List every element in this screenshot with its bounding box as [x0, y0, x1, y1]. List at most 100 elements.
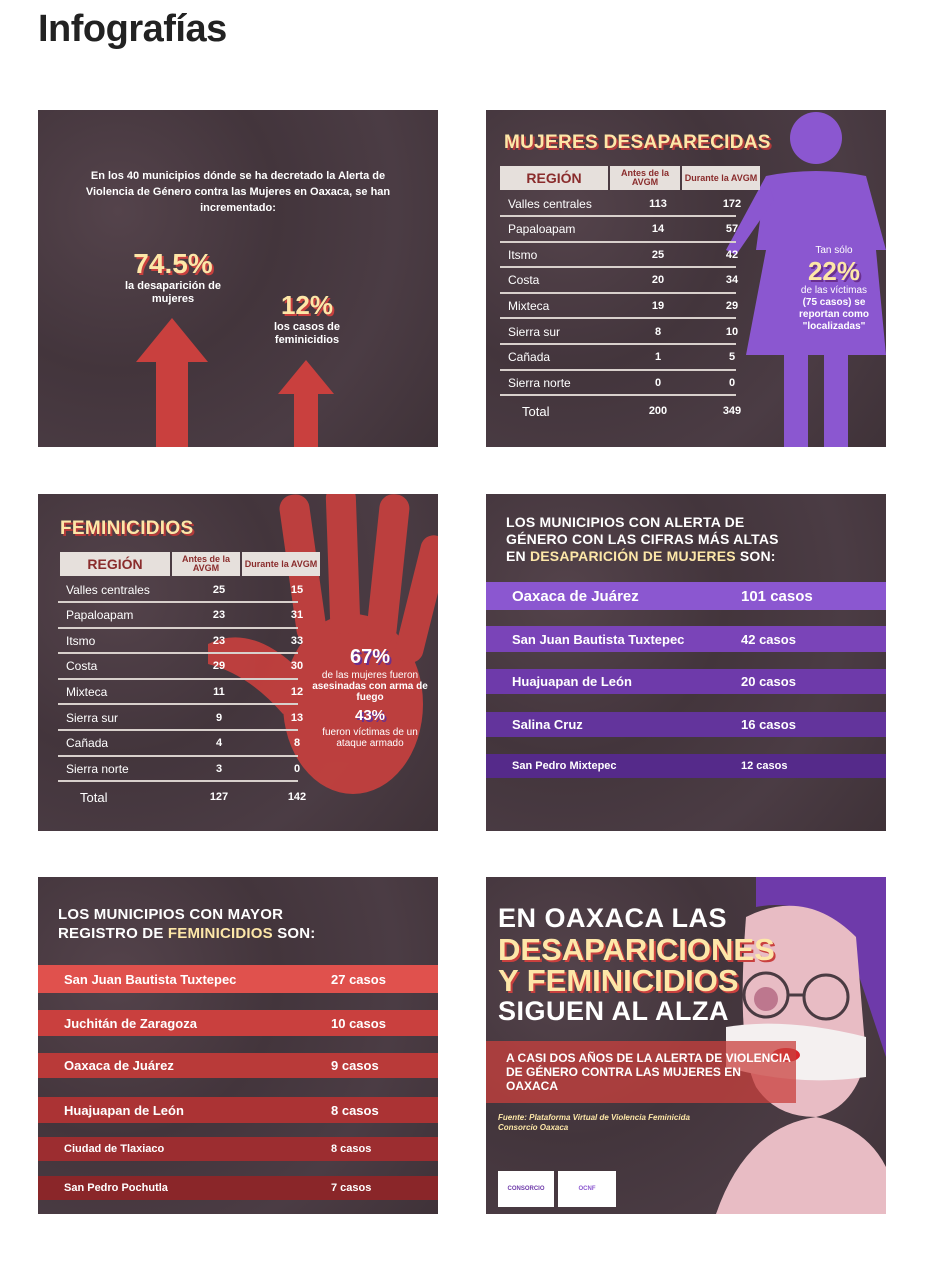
infographic-cover[interactable]: EN OAXACA LAS DESAPARICIONES Y FEMINICID… — [486, 877, 886, 1214]
firearm-percent: 67% — [349, 646, 391, 668]
total-before: 127 — [209, 791, 229, 804]
during-cell: 33 — [290, 634, 304, 647]
region-cell: Cañada — [508, 350, 551, 365]
stat-disappearances-label: la desaparición de mujeres — [125, 280, 221, 305]
stat-disappearances-value: 74.5% — [133, 248, 213, 279]
during-cell: 42 — [725, 248, 739, 261]
during-cell: 13 — [290, 711, 304, 724]
region-cell: Mixteca — [66, 684, 108, 699]
headline-line1: EN OAXACA LAS — [498, 903, 728, 933]
heading-line3-pre: EN — [506, 548, 530, 564]
stat-feminicides: 12% los casos de feminicidios — [260, 290, 354, 347]
region-cell: Sierra norte — [508, 375, 571, 390]
before-cell: 0 — [654, 376, 662, 389]
before-cell: 20 — [651, 274, 665, 287]
total-label: Total — [80, 789, 108, 805]
during-cell: 15 — [290, 583, 304, 596]
case-count: 101 casos — [741, 587, 813, 605]
before-cell: 29 — [212, 660, 226, 673]
localized-note: Tan sólo 22% de las víctimas (75 casos) … — [786, 245, 882, 333]
case-count: 8 casos — [331, 1102, 379, 1118]
during-cell: 10 — [725, 325, 739, 338]
case-count: 8 casos — [331, 1143, 372, 1155]
firearm-note: 67% de las mujeres fueron asesinadas con… — [308, 644, 432, 749]
infographic-top-disappearances[interactable]: LOS MUNICIPIOS CON ALERTA DE GÉNERO CON … — [486, 494, 886, 831]
before-cell: 25 — [212, 583, 226, 596]
arrow-up-small-icon — [278, 360, 334, 447]
ocnf-logo-text: OCNF — [578, 1186, 596, 1192]
municipality-name: San Pedro Pochutla — [64, 1182, 168, 1194]
total-row: Total 127 142 — [58, 785, 306, 810]
heading-line2: REGISTRO DE FEMINICIDIOS SON: — [58, 924, 418, 943]
list-heading: LOS MUNICIPIOS CON ALERTA DE GÉNERO CON … — [506, 514, 866, 565]
card-title: FEMINICIDIOS — [60, 518, 194, 539]
consorcio-logo: CONSORCIO — [498, 1171, 554, 1207]
total-before: 200 — [648, 405, 668, 418]
woman-silhouette-icon — [726, 112, 886, 447]
table-row: Valles centrales 113 172 — [500, 192, 741, 217]
before-cell: 11 — [213, 685, 225, 698]
heading-line3-post: SON: — [735, 548, 776, 564]
infographic-missing-women[interactable]: MUJERES DESAPARECIDAS REGIÓN Antes de la… — [486, 110, 886, 447]
localized-text1: de las víctimas — [800, 285, 868, 296]
table-row: Costa 20 34 — [500, 269, 738, 294]
table-row: Cañada 4 8 — [58, 732, 300, 757]
during-cell: 8 — [293, 737, 301, 750]
infographic-increase[interactable]: En los 40 municipios dónde se ha decreta… — [38, 110, 438, 447]
case-count: 20 casos — [741, 674, 796, 689]
case-count: 9 casos — [331, 1058, 379, 1073]
attack-text: fueron víctimas de un ataque armado — [322, 727, 418, 749]
region-cell: Papaloapam — [508, 222, 576, 237]
header-region: REGIÓN — [500, 166, 608, 190]
list-item: San Juan Bautista Tuxtepec 27 casos — [38, 965, 438, 993]
before-cell: 23 — [212, 634, 226, 647]
source-note: Fuente: Plataforma Virtual de Violencia … — [498, 1113, 690, 1133]
table-row: Sierra norte 0 0 — [500, 371, 736, 397]
arrow-up-large-icon — [136, 318, 208, 447]
localized-percent: 22% — [807, 256, 861, 286]
heading-line1: LOS MUNICIPIOS CON ALERTA DE — [506, 514, 745, 530]
table-row: Costa 29 30 — [58, 655, 303, 680]
table-row: Itsmo 25 42 — [500, 243, 738, 269]
table-row: Valles centrales 25 15 — [58, 578, 303, 603]
headline-line2: DESAPARICIONES — [498, 932, 775, 967]
heading-line2-highlight: FEMINICIDIOS — [167, 925, 273, 942]
region-cell: Sierra norte — [66, 761, 129, 776]
region-cell: Costa — [66, 659, 98, 674]
during-cell: 34 — [725, 274, 739, 287]
localized-text2: (75 casos) se reportan como "localizadas… — [798, 297, 869, 332]
before-cell: 4 — [215, 737, 223, 750]
during-cell: 12 — [290, 685, 304, 698]
during-cell: 172 — [722, 197, 742, 210]
case-count: 27 casos — [331, 971, 386, 987]
infographic-feminicides[interactable]: FEMINICIDIOS REGIÓN Antes de la AVGM Dur… — [38, 494, 438, 831]
list-item: Huajuapan de León 20 casos — [486, 669, 886, 694]
heading-line2-pre: REGISTRO DE — [58, 925, 168, 942]
municipality-name: San Juan Bautista Tuxtepec — [64, 971, 237, 987]
headline-line3: Y FEMINICIDIOS — [498, 963, 739, 998]
municipality-name: Juchitán de Zaragoza — [64, 1015, 197, 1031]
table-row: Mixteca 11 12 — [58, 680, 303, 706]
during-cell: 0 — [728, 376, 736, 389]
list-item: San Juan Bautista Tuxtepec 42 casos — [486, 626, 886, 652]
municipality-name: San Juan Bautista Tuxtepec — [512, 631, 685, 647]
table-row: Papaloapam 14 57 — [500, 218, 738, 243]
before-cell: 3 — [215, 762, 223, 775]
table-header: REGIÓN Antes de la AVGM Durante la AVGM — [500, 166, 760, 190]
infographic-top-feminicides[interactable]: LOS MUNICIPIOS CON MAYOR REGISTRO DE FEM… — [38, 877, 438, 1214]
during-cell: 0 — [293, 762, 301, 775]
table-row: Sierra sur 9 13 — [58, 706, 303, 731]
municipality-name: Oaxaca de Juárez — [512, 587, 639, 605]
attack-percent: 43% — [354, 707, 386, 724]
header-during: Durante la AVGM — [240, 552, 320, 576]
subtitle-band: A CASI DOS AÑOS DE LA ALERTA DE VIOLENCI… — [486, 1041, 796, 1103]
before-cell: 14 — [651, 223, 665, 236]
card-title: MUJERES DESAPARECIDAS — [504, 132, 771, 153]
before-cell: 1 — [654, 351, 662, 364]
stat-disappearances: 74.5% la desaparición de mujeres — [123, 248, 223, 306]
case-count: 16 casos — [741, 717, 796, 732]
table-row: Papaloapam 23 31 — [58, 604, 303, 629]
source-line2: Consorcio Oaxaca — [498, 1123, 569, 1132]
municipality-name: Oaxaca de Juárez — [64, 1058, 174, 1073]
region-cell: Papaloapam — [66, 608, 134, 623]
